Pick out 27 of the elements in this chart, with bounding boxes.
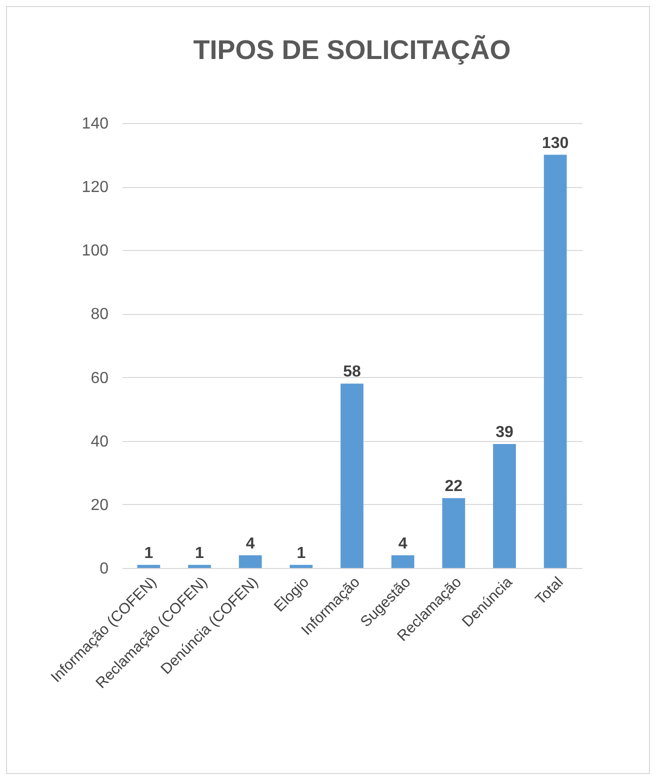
data-label: 1 xyxy=(296,544,306,562)
y-tick-label: 0 xyxy=(100,560,109,578)
bar xyxy=(493,444,516,568)
data-label: 130 xyxy=(542,134,569,152)
bar xyxy=(391,555,414,568)
bar xyxy=(290,564,313,568)
y-tick-label: 60 xyxy=(90,370,109,387)
bar xyxy=(340,384,364,568)
y-tick-label: 20 xyxy=(90,496,109,514)
data-label: 4 xyxy=(398,535,408,552)
bar xyxy=(238,555,262,568)
y-tick-label: 80 xyxy=(90,306,109,324)
bar xyxy=(188,564,211,568)
data-label: 58 xyxy=(343,364,361,381)
y-tick-label: 100 xyxy=(82,242,109,260)
bar xyxy=(442,498,466,568)
data-label: 39 xyxy=(496,424,514,442)
y-tick-label: 40 xyxy=(90,433,109,450)
data-label: 1 xyxy=(195,544,204,562)
y-tick-label: 140 xyxy=(82,116,109,132)
data-label: 1 xyxy=(144,544,154,562)
data-label: 22 xyxy=(444,478,463,496)
bar xyxy=(544,154,567,568)
chart-title: TIPOS DE SOLICITAÇÃO xyxy=(193,34,511,65)
data-label: 4 xyxy=(246,535,255,552)
bar xyxy=(137,564,160,568)
y-tick-label: 120 xyxy=(82,179,109,196)
